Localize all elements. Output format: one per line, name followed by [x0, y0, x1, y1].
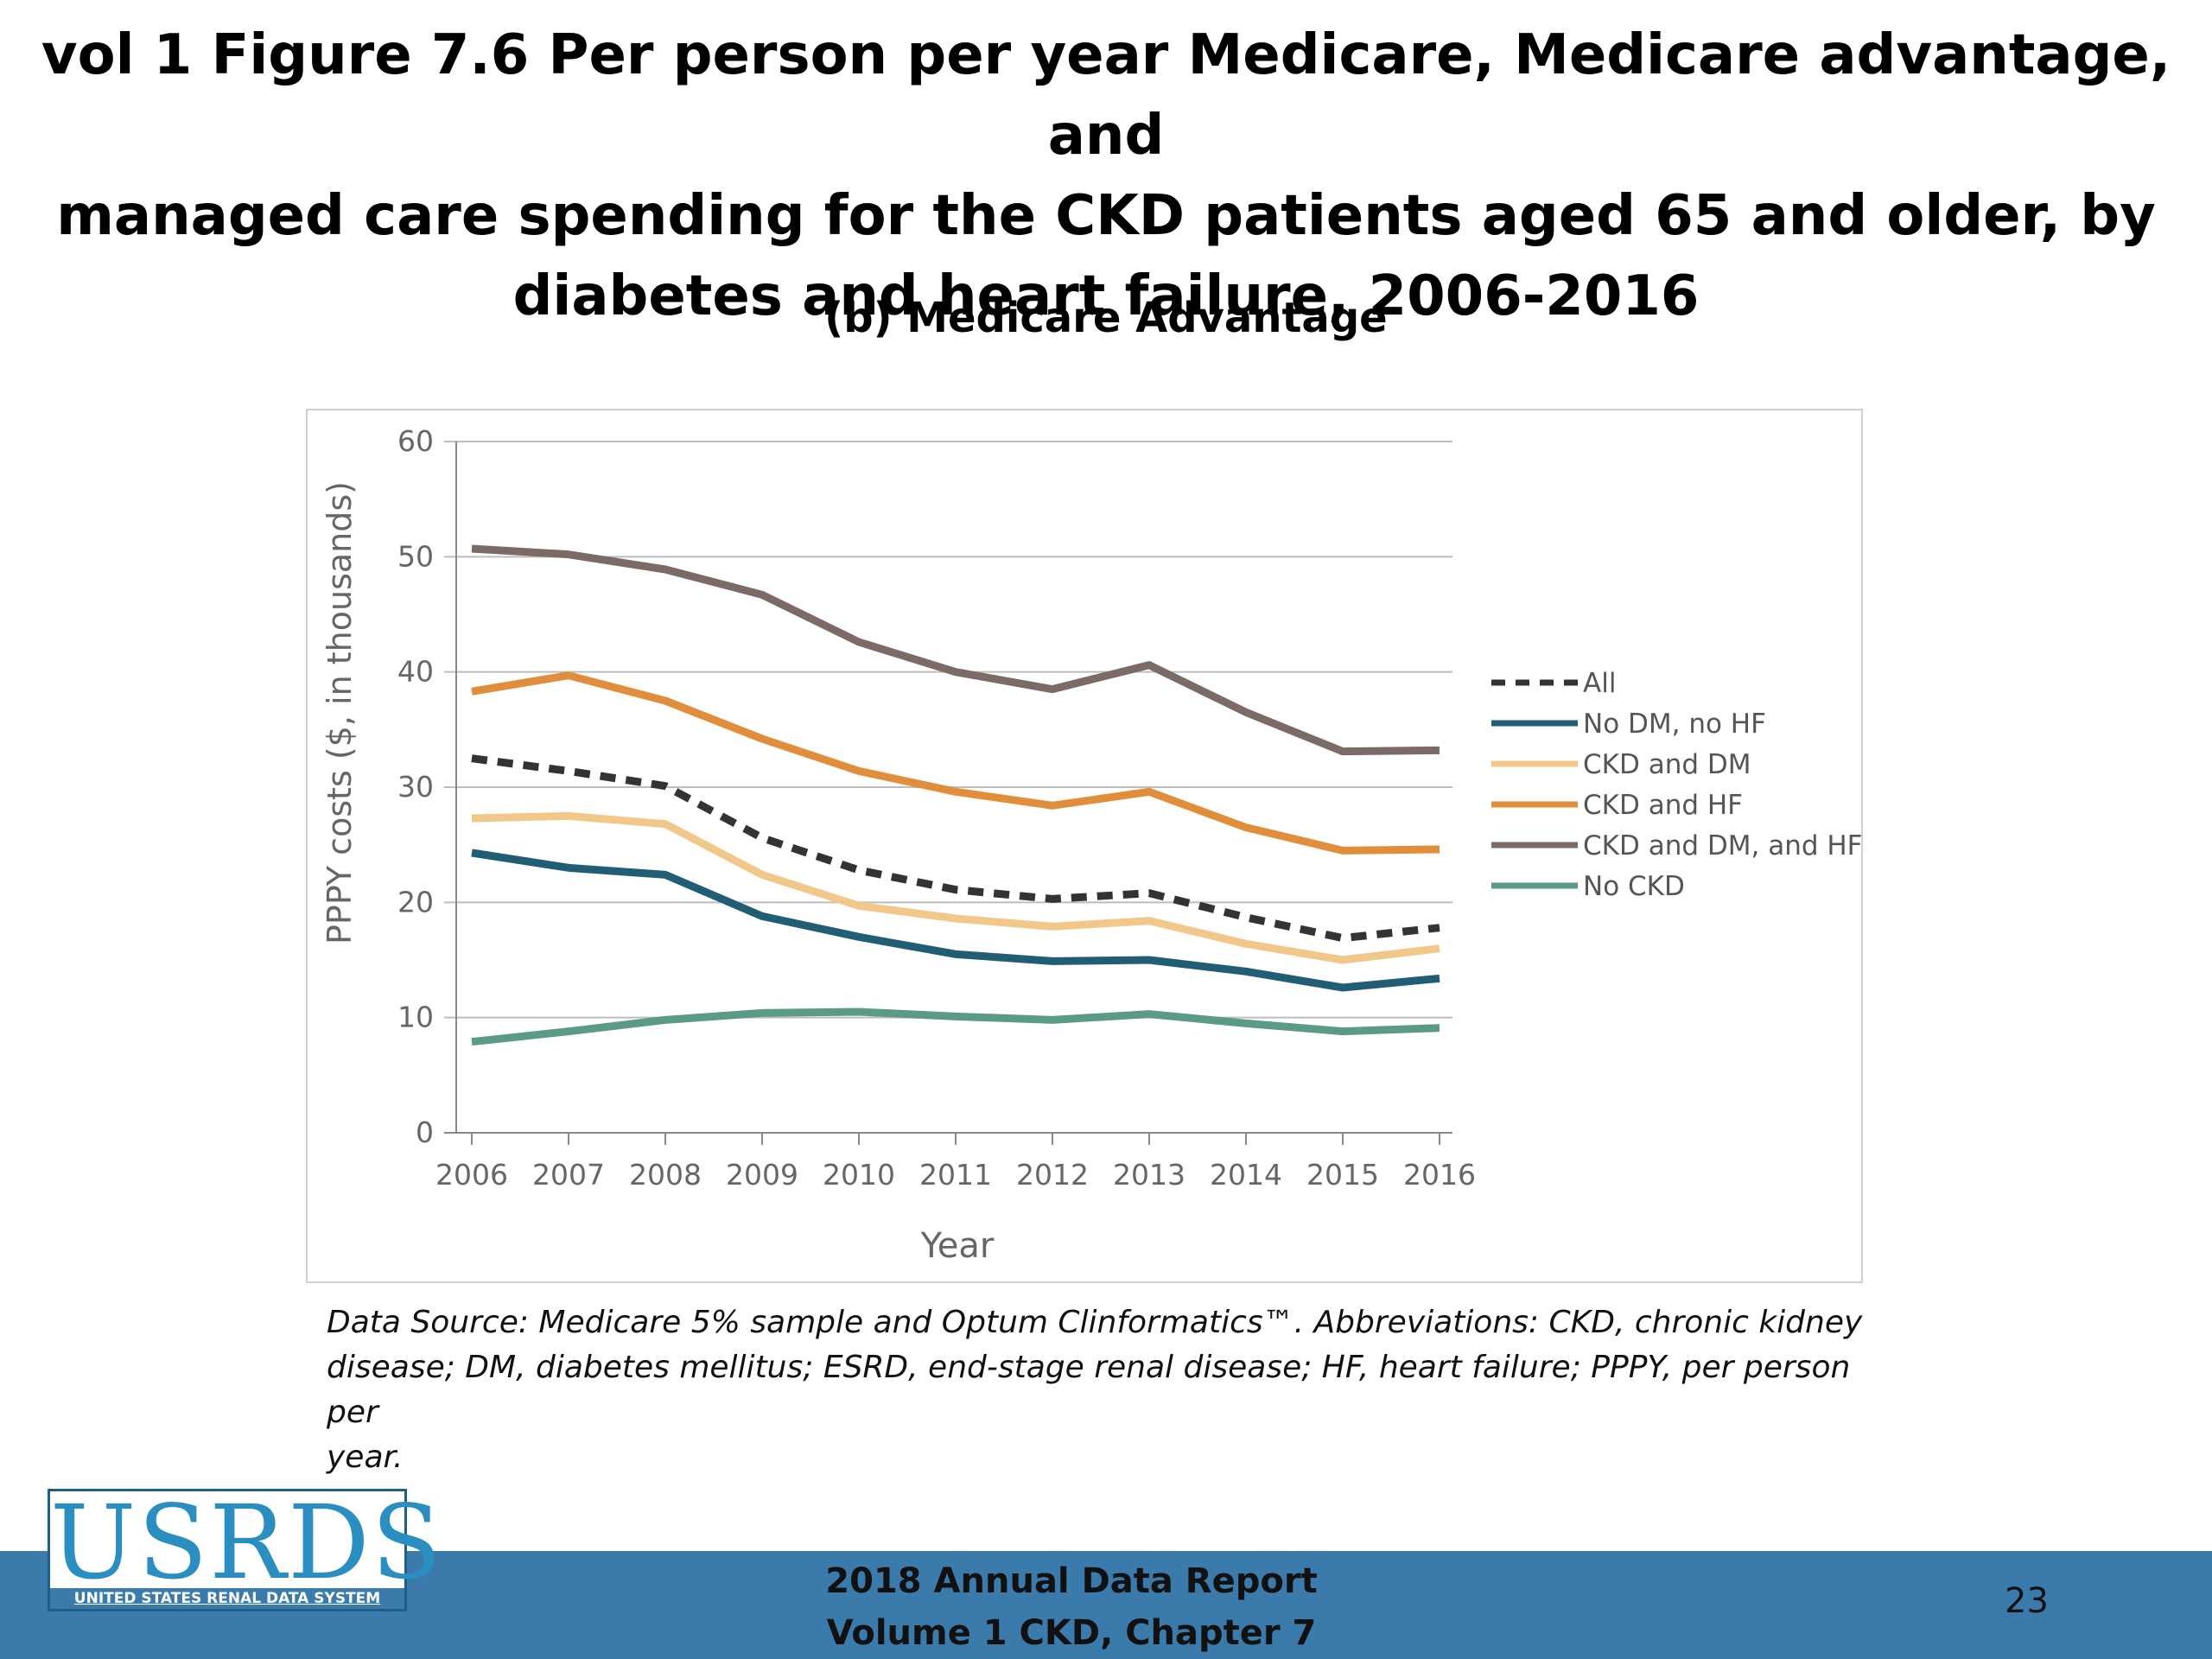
x-tick-label: 2008 [629, 1158, 702, 1192]
y-tick-label: 50 [397, 539, 434, 573]
x-tick-label: 2011 [919, 1158, 992, 1192]
legend-label: CKD and DM [1583, 749, 1751, 780]
x-tick-label: 2016 [1403, 1158, 1476, 1192]
x-axis-label: Year [920, 1226, 995, 1266]
legend-label: No CKD [1583, 871, 1685, 902]
slide-title: vol 1 Figure 7.6 Per person per year Med… [35, 16, 2177, 337]
report-line-2: Volume 1 CKD, Chapter 7 [826, 1613, 1317, 1653]
slide-title-line-2: managed care spending for the CKD patien… [56, 184, 2156, 248]
y-tick-label: 40 [397, 655, 434, 689]
x-tick-label: 2010 [823, 1158, 895, 1192]
logo-subtitle: UNITED STATES RENAL DATA SYSTEM [50, 1588, 404, 1609]
y-axis-label: PPPY costs ($, in thousands) [321, 481, 359, 944]
chart-title: (b) Medicare Advantage [824, 294, 1388, 342]
usrds-logo: USRDS UNITED STATES RENAL DATA SYSTEM [48, 1483, 443, 1611]
chart-frame: 0 10 20 30 40 50 60 2006 2007 2008 2009 2010 2011 201… [306, 409, 1863, 1283]
y-tick-label: 20 [397, 885, 434, 918]
x-tick-label: 2014 [1210, 1158, 1282, 1192]
source-line-2: disease; DM, diabetes mellitus; ESRD, en… [327, 1350, 1851, 1430]
series-line [471, 811, 1440, 964]
legend-label: CKD and HF [1583, 790, 1743, 821]
y-tick-label: 0 [416, 1116, 434, 1149]
series-line [471, 754, 1440, 943]
series-lines [471, 544, 1440, 1046]
x-tick-label: 2015 [1306, 1158, 1379, 1192]
series-line [471, 849, 1440, 992]
y-tick-label: 10 [397, 1001, 434, 1034]
axes: 0 10 20 30 40 50 60 2006 2007 2008 2009 2010 2011 201… [397, 424, 1476, 1192]
legend-label: All [1583, 668, 1616, 699]
y-tick-label: 60 [397, 424, 434, 458]
y-tick-label: 30 [397, 770, 434, 804]
series-line [471, 544, 1440, 756]
legend: All No DM, no HF CKD and DM CKD and HF CKD a… [1491, 668, 1861, 902]
report-label: 2018 Annual Data Report Volume 1 CKD, Ch… [760, 1555, 1382, 1659]
legend-label: No DM, no HF [1583, 709, 1766, 740]
line-chart: 0 10 20 30 40 50 60 2006 2007 2008 2009 2010 2011 201… [321, 424, 1861, 1266]
x-tick-label: 2009 [726, 1158, 798, 1192]
slide-title-line-1: vol 1 Figure 7.6 Per person per year Med… [41, 23, 2171, 168]
legend-label: CKD and DM, and HF [1583, 830, 1861, 861]
x-tick-label: 2006 [435, 1158, 508, 1192]
source-line-1: Data Source: Medicare 5% sample and Optu… [327, 1305, 1863, 1340]
report-line-1: 2018 Annual Data Report [825, 1561, 1318, 1601]
x-tick-label: 2012 [1016, 1158, 1089, 1192]
source-line-3: year. [327, 1440, 404, 1475]
series-line [471, 671, 1440, 855]
page-number: 23 [2005, 1581, 2049, 1621]
slide-title-line-3: diabetes and heart failure, 2006-2016 [512, 264, 1700, 328]
x-tick-label: 2007 [532, 1158, 605, 1192]
series-line [471, 1007, 1440, 1046]
data-source-note: Data Source: Medicare 5% sample and Optu… [327, 1300, 1865, 1480]
logo-wordmark: USRDS [50, 1483, 443, 1602]
x-tick-label: 2013 [1113, 1158, 1185, 1192]
